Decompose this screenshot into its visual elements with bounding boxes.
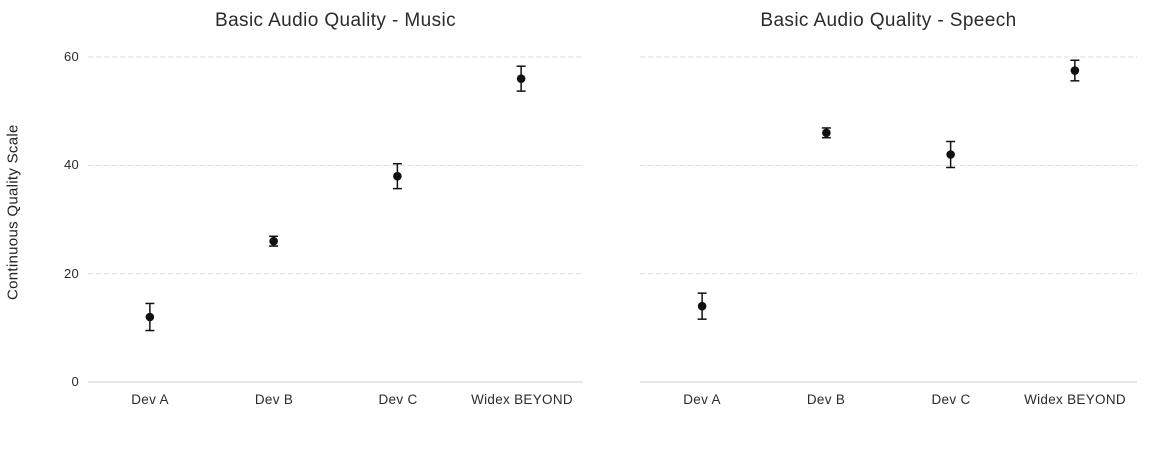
x-category-label: Dev A bbox=[131, 392, 169, 407]
marker-circle bbox=[145, 312, 155, 322]
x-category-label: Dev C bbox=[378, 392, 418, 407]
data-point bbox=[516, 65, 526, 92]
x-category-label: Dev B bbox=[806, 392, 846, 407]
y-tick-label-20: 20 bbox=[63, 266, 79, 281]
marker-circle bbox=[822, 128, 831, 138]
marker-circle bbox=[516, 74, 526, 83]
y-axis-title: Continuous Quality Scale bbox=[4, 124, 22, 300]
x-category-label: Dev A bbox=[683, 392, 721, 407]
data-point bbox=[946, 140, 956, 169]
y-tick-label-40: 40 bbox=[63, 157, 79, 172]
x-category-label: Widex BEYOND bbox=[471, 392, 573, 407]
chart-title-speech: Basic Audio Quality - Speech bbox=[760, 10, 1017, 31]
y-tick-label-60: 60 bbox=[63, 49, 79, 64]
marker-circle bbox=[946, 150, 955, 159]
x-category-label: Widex BEYOND bbox=[1024, 392, 1126, 407]
data-point bbox=[392, 162, 402, 190]
marker-circle bbox=[697, 301, 707, 311]
data-point bbox=[145, 302, 155, 332]
marker-circle bbox=[1070, 66, 1080, 75]
y-tick-label-0: 0 bbox=[71, 374, 79, 389]
marker-circle bbox=[393, 171, 402, 181]
chart-title-music: Basic Audio Quality - Music bbox=[215, 10, 456, 31]
x-category-label: Dev C bbox=[931, 392, 971, 407]
x-category-label: Dev B bbox=[254, 392, 294, 407]
data-point bbox=[821, 127, 831, 139]
data-point bbox=[269, 235, 279, 247]
data-point bbox=[1070, 59, 1080, 82]
marker-circle bbox=[269, 236, 278, 246]
plot-area-music bbox=[88, 56, 583, 383]
plot-area-speech bbox=[640, 56, 1137, 383]
data-point bbox=[697, 292, 707, 320]
